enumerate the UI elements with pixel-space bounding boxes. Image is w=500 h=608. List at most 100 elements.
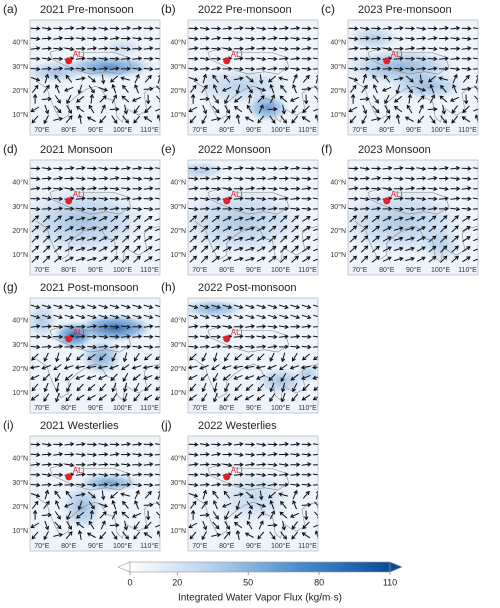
station-marker xyxy=(383,57,391,65)
lon-tick-label: 70°E xyxy=(192,266,208,274)
coastline xyxy=(194,497,318,539)
map-panel: (h) 2022 Post-monsoon ALi 70°E 80°E 90°E 100°E… xyxy=(161,280,319,414)
map-frame xyxy=(347,159,479,276)
map-panel: (a) 2021 Pre-monsoon ALi 70°E 80°E 90°E 100°E 1… xyxy=(3,2,161,136)
panel-label: (c) xyxy=(321,2,335,16)
lon-tick-label: 90°E xyxy=(406,266,422,274)
panel-label: (b) xyxy=(161,2,176,16)
station-label: ALi xyxy=(231,50,243,59)
panel-title: 2022 Post-monsoon xyxy=(198,282,296,294)
lat-tick-label: 40°N xyxy=(170,455,186,463)
station-label: ALi xyxy=(391,50,403,59)
station-label: ALi xyxy=(73,50,85,59)
lon-tick-label: 70°E xyxy=(192,404,208,412)
panel-label: (i) xyxy=(3,418,14,432)
lon-tick-label: 90°E xyxy=(246,542,262,550)
lat-tick-label: 10°N xyxy=(170,389,186,397)
map-area: ALi 70°E 80°E 90°E 100°E 110°E xyxy=(348,160,478,275)
lat-tick-label: 20°N xyxy=(12,227,28,235)
plateau-outline xyxy=(207,187,290,215)
lat-tick-label: 10°N xyxy=(170,251,186,259)
lat-tick-label: 10°N xyxy=(12,527,28,535)
lat-tick-label: 40°N xyxy=(12,179,28,187)
panel-title: 2021 Westerlies xyxy=(40,420,119,432)
lon-tick-label: 90°E xyxy=(88,266,104,274)
flux-shading xyxy=(79,337,123,377)
station-marker xyxy=(65,473,73,481)
lat-tick-label: 20°N xyxy=(330,227,346,235)
lat-tick-label: 40°N xyxy=(170,179,186,187)
wind-arrows xyxy=(30,442,160,541)
lat-tick-label: 40°N xyxy=(170,317,186,325)
lon-tick-label: 110°E xyxy=(140,542,159,550)
station-label: ALi xyxy=(391,190,403,199)
wind-arrows xyxy=(30,304,160,403)
plateau-outline xyxy=(207,325,290,353)
panel-title: 2021 Post-monsoon xyxy=(40,282,138,294)
coastline xyxy=(354,81,478,123)
lon-tick-label: 100°E xyxy=(113,266,132,274)
lon-tick-label: 100°E xyxy=(271,404,290,412)
colorbar-min-extend xyxy=(117,561,131,573)
panel-title: 2023 Monsoon xyxy=(358,144,431,156)
lon-tick-label: 80°E xyxy=(61,266,77,274)
lon-tick-label: 110°E xyxy=(298,404,317,412)
lat-tick-label: 10°N xyxy=(330,251,346,259)
lat-tick-label: 30°N xyxy=(170,341,186,349)
panel-title: 2023 Pre-monsoon xyxy=(358,4,452,16)
lon-tick-label: 70°E xyxy=(34,542,50,550)
coastline xyxy=(354,221,478,263)
lat-tick-label: 30°N xyxy=(330,63,346,71)
station-marker xyxy=(65,335,73,343)
map-frame xyxy=(29,435,161,552)
lat-tick-label: 40°N xyxy=(330,39,346,47)
map-area: ALi 70°E 80°E 90°E 100°E 110°E xyxy=(30,298,160,413)
map-area: ALi 70°E 80°E 90°E 100°E 110°E xyxy=(30,436,160,551)
station-label: ALi xyxy=(231,190,243,199)
plateau-outline xyxy=(207,463,290,491)
lat-tick-label: 30°N xyxy=(12,479,28,487)
lon-tick-label: 80°E xyxy=(219,404,235,412)
lat-tick-label: 30°N xyxy=(12,341,28,349)
lat-tick-label: 20°N xyxy=(330,87,346,95)
panel-title: 2022 Westerlies xyxy=(198,420,277,432)
lon-tick-label: 100°E xyxy=(271,266,290,274)
lat-tick-label: 40°N xyxy=(12,455,28,463)
station-marker xyxy=(223,197,231,205)
wind-arrows xyxy=(188,26,318,125)
flux-shading xyxy=(101,38,145,58)
lat-tick-label: 30°N xyxy=(170,63,186,71)
map-frame xyxy=(187,19,319,136)
lon-tick-label: 90°E xyxy=(406,126,422,134)
panel-label: (h) xyxy=(161,280,176,294)
lon-tick-label: 100°E xyxy=(271,542,290,550)
panel-label: (g) xyxy=(3,280,18,294)
map-frame xyxy=(29,19,161,136)
station-marker xyxy=(65,197,73,205)
lon-tick-label: 110°E xyxy=(298,266,317,274)
map-area: ALi 70°E 80°E 90°E 100°E 110°E xyxy=(30,20,160,135)
colorbar-tick-label: 20 xyxy=(172,577,182,587)
colorbar: Integrated Water Vapor Flux (kg/m·s) 0 20… xyxy=(117,561,403,604)
coastline xyxy=(36,81,160,123)
map-panel: (j) 2022 Westerlies ALi 70°E 80°E 90°E 100°E 11… xyxy=(161,418,319,552)
wind-arrows xyxy=(30,166,160,263)
lat-tick-label: 20°N xyxy=(170,365,186,373)
map-area: ALi 70°E 80°E 90°E 100°E 110°E xyxy=(188,20,318,135)
plateau-outline xyxy=(367,187,450,215)
map-area: ALi 70°E 80°E 90°E 100°E 110°E xyxy=(188,436,318,551)
wind-arrows xyxy=(188,166,318,263)
lat-tick-label: 20°N xyxy=(12,503,28,511)
wind-arrows xyxy=(348,166,478,263)
lat-tick-label: 20°N xyxy=(12,87,28,95)
lon-tick-label: 100°E xyxy=(271,126,290,134)
lat-tick-label: 10°N xyxy=(12,251,28,259)
lon-tick-label: 100°E xyxy=(431,266,450,274)
lon-tick-label: 90°E xyxy=(88,404,104,412)
lat-tick-label: 10°N xyxy=(170,527,186,535)
lon-tick-label: 100°E xyxy=(113,542,132,550)
station-marker xyxy=(383,197,391,205)
map-frame xyxy=(187,435,319,552)
flux-shading xyxy=(60,482,104,532)
wind-arrows xyxy=(348,26,478,125)
